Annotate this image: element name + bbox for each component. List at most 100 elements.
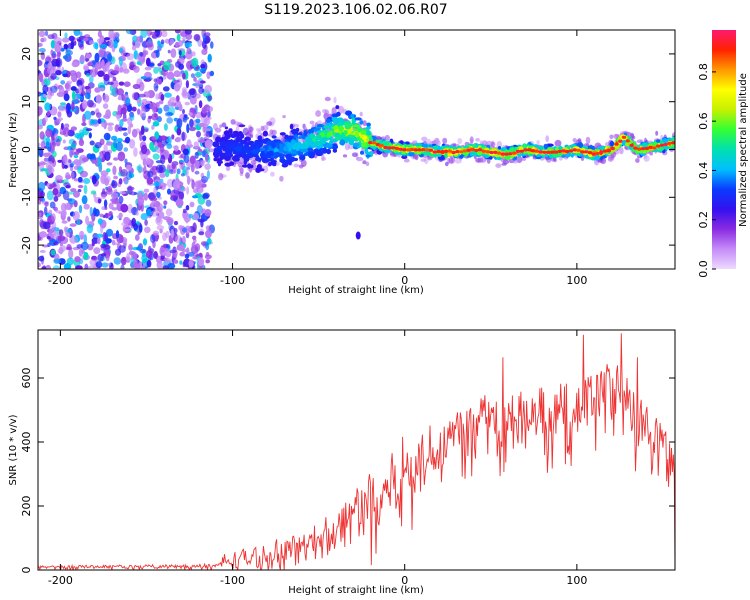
noise-speckle [165,111,173,117]
noise-speckle [38,124,43,130]
noise-speckle [112,242,119,246]
signal-point [472,144,476,149]
noise-speckle [82,99,88,110]
signal-halo [445,161,449,167]
noise-speckle [156,191,161,198]
signal-point [335,105,340,110]
signal-point [359,120,364,125]
noise-speckle [165,230,170,239]
noise-speckle [55,70,62,76]
noise-speckle [206,116,212,120]
noise-speckle [161,182,165,186]
noise-speckle [83,251,89,260]
noise-speckle [39,191,46,198]
noise-speckle [71,71,76,78]
noise-speckle [105,228,114,237]
signal-point [405,141,410,145]
noise-speckle [116,111,121,115]
signal-point [292,144,297,150]
noise-speckle [124,158,128,164]
noise-speckle [78,204,83,214]
noise-speckle [78,85,82,93]
signal-point [229,161,235,166]
noise-speckle [38,262,41,268]
signal-halo [257,129,262,135]
signal-core [512,151,517,155]
signal-point [317,149,322,155]
noise-speckle [155,93,160,100]
signal-point [298,132,303,136]
noise-speckle [139,51,144,57]
signal-core [599,150,604,154]
signal-halo [545,135,549,143]
signal-core [637,147,642,151]
noise-speckle [107,81,114,85]
noise-speckle [170,229,175,239]
signal-halo [635,158,640,163]
noise-speckle [123,228,131,232]
signal-point [354,131,360,138]
noise-speckle [44,102,51,111]
noise-speckle [204,128,212,132]
noise-speckle [159,135,168,141]
signal-point [667,137,672,142]
noise-speckle [90,190,97,195]
noise-speckle [107,125,113,132]
noise-speckle [191,241,196,249]
noise-speckle [181,91,190,99]
noise-speckle [52,265,60,269]
noise-speckle [75,71,82,79]
spectrogram-marks [38,30,675,269]
noise-speckle [147,170,154,178]
noise-speckle [79,54,85,64]
signal-halo [218,172,224,181]
signal-point [273,147,279,154]
signal-core [565,149,570,154]
snr-background [38,330,675,570]
noise-speckle [189,144,193,148]
signal-point [301,148,309,153]
noise-speckle [131,45,137,51]
noise-speckle [49,91,55,97]
signal-point [309,151,314,158]
signal-point [366,151,374,155]
noise-speckle [81,157,89,163]
noise-speckle [71,150,75,156]
noise-speckle [93,247,101,255]
noise-speckle [57,235,66,242]
noise-speckle [87,244,94,251]
noise-speckle [43,221,51,230]
colorbar-tick-label: 0.6 [697,112,710,130]
noise-speckle [133,65,140,73]
signal-point [444,152,448,159]
noise-speckle [91,241,95,247]
noise-speckle [121,222,126,226]
signal-halo [309,120,315,125]
noise-speckle [54,132,58,141]
noise-speckle [125,164,133,171]
noise-speckle [100,225,104,234]
signal-halo [448,156,454,164]
noise-speckle [144,128,149,133]
signal-core [671,141,675,145]
noise-speckle [156,203,164,213]
signal-halo [420,158,427,162]
noise-speckle [194,72,202,78]
signal-point [307,128,315,134]
snr-panel: -200 -100 0 100 0 200 400 600 Height of straigh… [8,329,676,596]
noise-speckle [61,37,70,43]
signal-point [279,143,284,148]
noise-speckle [103,144,108,153]
signal-point [291,139,296,145]
noise-speckle [100,174,107,185]
noise-speckle [51,213,56,222]
signal-point [290,129,298,134]
signal-core [534,149,540,153]
noise-speckle [101,59,105,69]
signal-point [538,146,544,151]
noise-speckle [205,251,210,257]
signal-point [316,123,324,128]
noise-speckle [104,151,111,161]
noise-speckle [73,30,81,36]
noise-speckle [159,172,166,178]
